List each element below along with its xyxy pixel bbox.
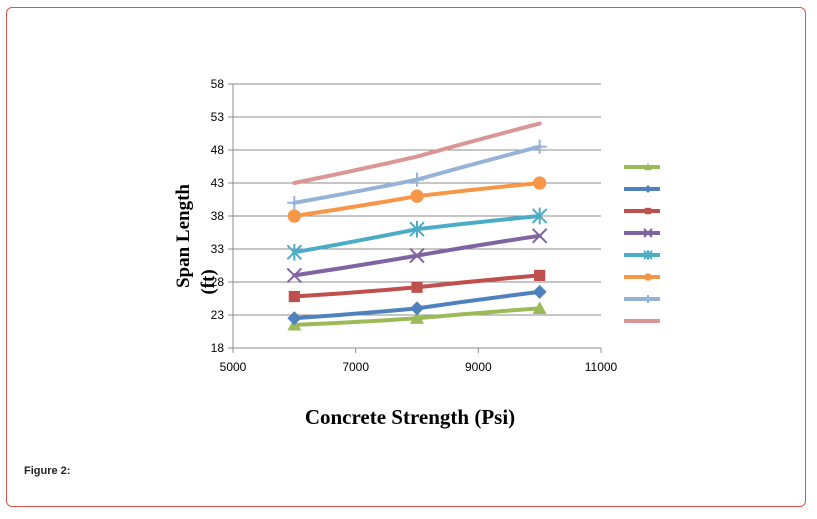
plus-marker [532, 139, 547, 154]
x-marker-stroke [643, 228, 653, 238]
star-marker [409, 220, 425, 238]
y-axis-unit: (ft) [198, 269, 219, 294]
diamond-marker [410, 301, 424, 316]
legend-item-7 [624, 295, 660, 303]
legend-item-3 [624, 207, 660, 215]
circle-marker [410, 189, 424, 203]
plus-marker [287, 195, 302, 210]
series-7 [287, 139, 547, 210]
legend-item-6 [624, 273, 660, 281]
x-marker [531, 228, 548, 244]
series-3 [288, 269, 546, 303]
triangle-marker [410, 311, 424, 324]
star-marker [643, 250, 653, 260]
x-marker [286, 267, 303, 284]
figure-caption: Figure 2: [24, 465, 71, 477]
triangle-marker [532, 301, 547, 314]
x-marker [643, 228, 653, 238]
y-tick-labels: 18 23 28 33 38 43 48 53 58 [211, 77, 225, 355]
legend [624, 163, 660, 323]
y-tick-label: 23 [211, 308, 225, 322]
legend-item-1 [624, 163, 660, 171]
y-axis-title-group: Span Length [173, 184, 194, 288]
y-tick-label: 43 [211, 176, 225, 190]
legend-item-5 [624, 250, 660, 260]
circle-marker [533, 176, 547, 190]
series-5 [286, 207, 548, 261]
square-marker [411, 281, 423, 293]
x-tick-label: 5000 [220, 360, 247, 374]
x-axis-title: Concrete Strength (Psi) [305, 405, 515, 429]
x-tick-label: 11000 [585, 360, 618, 374]
y-tick-label: 58 [211, 77, 225, 91]
square-marker [288, 290, 300, 303]
series-2 [287, 284, 547, 326]
series-6 [287, 176, 547, 223]
circle-marker [287, 209, 301, 223]
legend-item-2 [624, 185, 660, 193]
y-tick-label: 38 [211, 209, 225, 223]
series-8 [292, 121, 542, 185]
x-tick-label: 7000 [342, 360, 369, 374]
series-4 [286, 228, 548, 284]
x-marker-stroke [409, 247, 425, 264]
x-marker-stroke [286, 267, 303, 284]
y-tick-label: 28 [211, 275, 225, 289]
series-line [292, 121, 542, 185]
y-tick-label: 48 [211, 143, 225, 157]
series-group [286, 121, 548, 331]
x-tick-labels: 5000 7000 9000 11000 [220, 360, 618, 374]
diamond-marker [644, 185, 652, 193]
diamond-marker [532, 284, 547, 299]
plus-marker [644, 295, 652, 303]
square-marker [644, 207, 652, 215]
y-axis-unit-group: (ft) [198, 269, 219, 294]
square-marker [534, 269, 546, 281]
x-marker [409, 247, 425, 264]
circle-marker [644, 273, 652, 281]
y-tick-label: 33 [211, 242, 225, 256]
star-marker [531, 207, 548, 225]
x-tick-label: 9000 [465, 360, 492, 374]
triangle-marker [644, 163, 652, 171]
plus-marker [410, 172, 424, 187]
y-tick-label: 18 [211, 341, 225, 355]
y-tick-label: 53 [211, 110, 225, 124]
axes [228, 83, 602, 353]
diamond-marker [287, 311, 302, 326]
y-axis-title: Span Length [173, 184, 194, 288]
legend-item-4 [624, 228, 660, 238]
star-marker [286, 243, 303, 261]
x-marker-stroke [531, 228, 548, 244]
